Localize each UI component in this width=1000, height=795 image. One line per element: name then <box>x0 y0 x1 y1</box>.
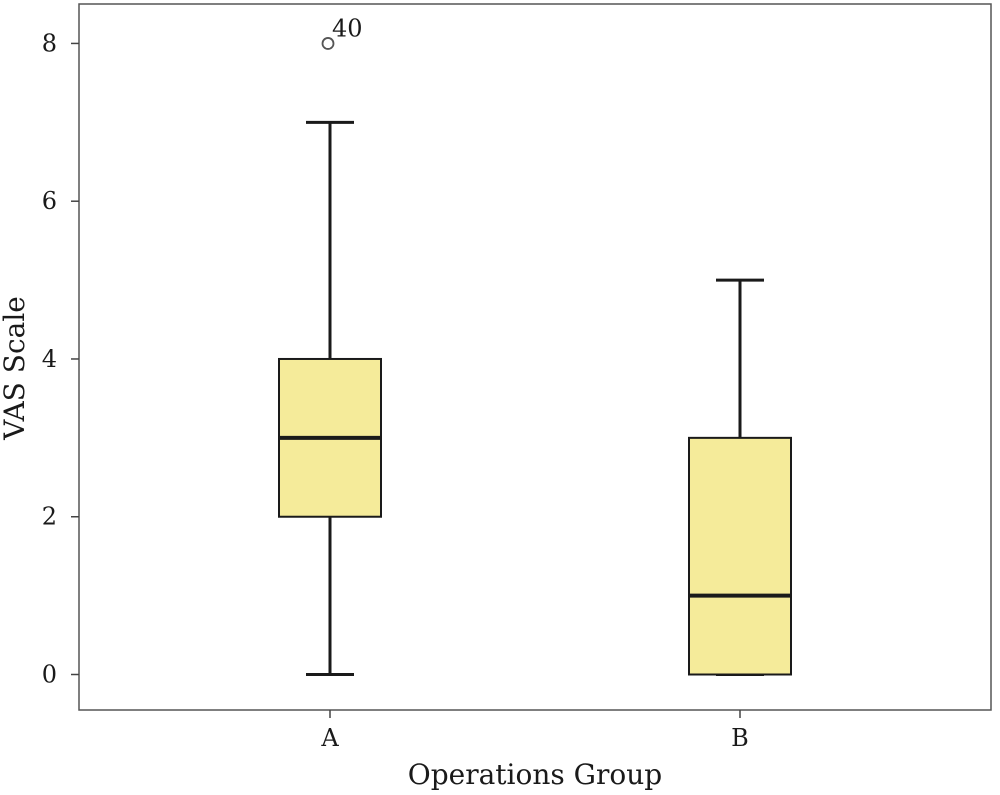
y-tick-label: 6 <box>42 187 57 215</box>
y-tick-label: 8 <box>42 29 57 57</box>
y-tick-label: 2 <box>42 503 57 531</box>
boxes-layer: 40 <box>278 14 792 677</box>
x-tick-label: B <box>731 724 749 752</box>
x-axis-title: Operations Group <box>408 758 662 791</box>
outlier-point <box>321 37 335 50</box>
x-tick-label: A <box>320 724 339 752</box>
outlier-label: 40 <box>332 14 363 42</box>
y-axis: 0 2 4 6 8 <box>42 29 79 689</box>
y-tick-label: 0 <box>42 661 57 689</box>
box-group-a: 40 <box>278 14 382 677</box>
box-group-b <box>688 278 792 677</box>
plot-area-frame <box>78 3 992 711</box>
y-axis-title: VAS Scale <box>0 296 31 441</box>
y-tick-label: 4 <box>42 345 57 373</box>
iqr-box <box>688 436 792 676</box>
